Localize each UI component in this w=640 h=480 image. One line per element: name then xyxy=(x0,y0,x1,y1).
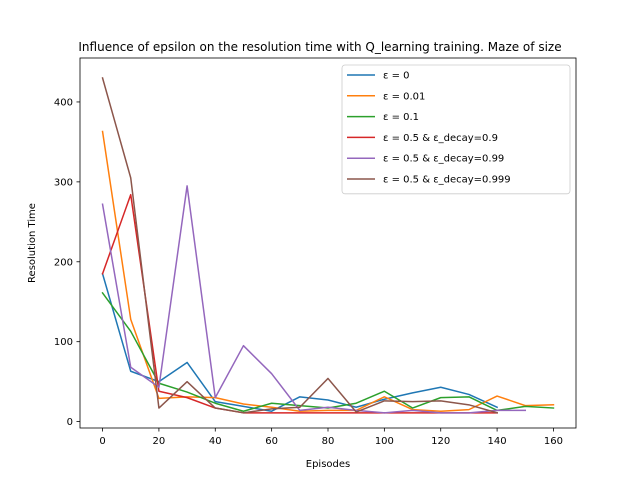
legend-label-3: ε = 0.5 & ε_decay=0.9 xyxy=(383,133,498,144)
x-tick-label: 140 xyxy=(488,436,507,447)
x-tick-label: 100 xyxy=(375,436,394,447)
y-tick-label: 0 xyxy=(67,417,73,428)
legend-label-1: ε = 0.01 xyxy=(383,91,425,102)
chart-title: Influence of epsilon on the resolution t… xyxy=(78,40,561,54)
x-tick-label: 120 xyxy=(431,436,450,447)
x-tick-label: 80 xyxy=(322,436,335,447)
y-axis-label: Resolution Time xyxy=(27,203,38,283)
series-line-1 xyxy=(101,130,555,412)
legend: ε = 0 ε = 0.01 ε = 0.1 ε = 0.5 & ε_decay=0.… xyxy=(341,64,571,195)
y-tick-label: 400 xyxy=(54,97,73,108)
x-tick-label: 60 xyxy=(265,436,278,447)
legend-label-4: ε = 0.5 & ε_decay=0.99 xyxy=(383,154,504,165)
series-line-4 xyxy=(101,185,527,414)
series-line-5 xyxy=(101,77,499,414)
y-tick-label: 100 xyxy=(54,337,73,348)
x-tick-label: 40 xyxy=(209,436,222,447)
x-axis-label: Episodes xyxy=(306,459,350,470)
x-tick-label: 20 xyxy=(153,436,166,447)
series-line-3 xyxy=(101,193,498,414)
legend-label-2: ε = 0.1 xyxy=(383,112,419,123)
legend-label-5: ε = 0.5 & ε_decay=0.999 xyxy=(383,175,511,186)
x-tick-label: 160 xyxy=(544,436,563,447)
y-tick-label: 300 xyxy=(54,177,73,188)
x-axis-ticks: 0 20 40 60 80 100 120 140 160 xyxy=(99,428,563,447)
legend-label-0: ε = 0 xyxy=(383,71,410,82)
series-line-2 xyxy=(101,291,555,412)
legend-frame xyxy=(341,64,571,195)
y-tick-label: 200 xyxy=(54,257,73,268)
plot-content xyxy=(101,77,555,414)
x-tick-label: 0 xyxy=(99,436,105,447)
y-axis-ticks: 0 100 200 300 400 xyxy=(54,97,80,428)
series-line-0 xyxy=(101,272,499,412)
